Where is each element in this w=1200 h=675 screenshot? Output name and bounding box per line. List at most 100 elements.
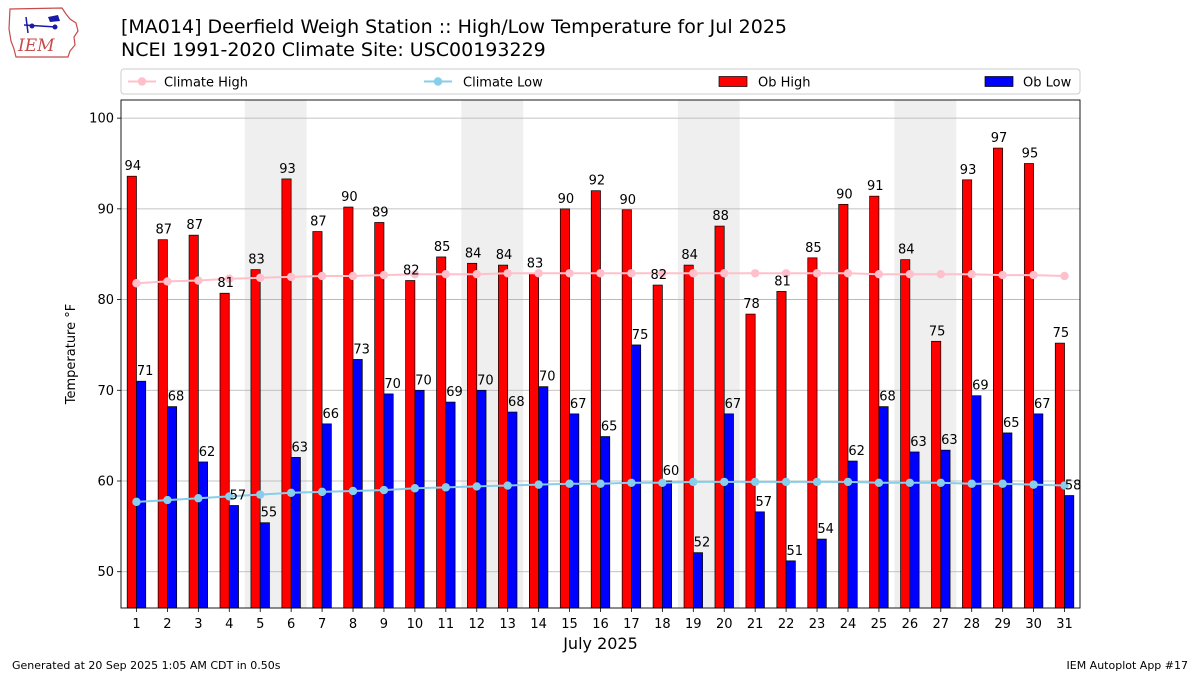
ob-high-label: 84 <box>465 246 482 261</box>
ob-high-label: 97 <box>991 131 1008 146</box>
ob-low-bar <box>569 413 580 609</box>
ob-high-label: 94 <box>125 159 142 174</box>
climate-low-point <box>812 477 822 487</box>
ob-high-label: 91 <box>867 179 884 194</box>
climate-high-point <box>843 269 853 278</box>
x-tick-label: 10 <box>407 617 424 632</box>
climate-high-point <box>812 269 822 278</box>
climate-low-point <box>596 479 605 488</box>
ob-high-bar <box>590 190 601 609</box>
ob-low-label: 63 <box>292 440 309 455</box>
ob-high-label: 84 <box>681 248 698 263</box>
ob-high-label: 84 <box>496 248 513 263</box>
x-tick-label: 6 <box>287 617 295 632</box>
x-tick-label: 3 <box>194 617 202 632</box>
ob-low-label: 75 <box>632 328 649 343</box>
climate-high-point <box>503 269 512 278</box>
ob-high-label: 78 <box>743 297 760 312</box>
ob-low-label: 62 <box>848 444 865 459</box>
ob-low-label: 67 <box>725 397 742 412</box>
ob-high-bar <box>1023 163 1034 609</box>
climate-low-point <box>132 497 141 507</box>
chart-title: [MA014] Deerfield Weigh Station :: High/… <box>121 16 787 38</box>
x-tick-label: 16 <box>592 617 609 632</box>
ob-high-bar <box>683 264 694 609</box>
ob-low-label: 68 <box>168 390 185 405</box>
legend-ob-low-label: Ob Low <box>1023 76 1072 91</box>
ob-low-label: 63 <box>910 435 927 450</box>
ob-high-label: 90 <box>836 187 853 202</box>
ob-low-bar <box>167 406 178 609</box>
climate-high-point <box>967 269 976 279</box>
ob-high-bar <box>900 259 911 609</box>
ob-low-bar <box>538 386 549 609</box>
x-tick-label: 24 <box>840 617 857 632</box>
climate-high-point <box>472 269 481 279</box>
ob-low-bar <box>600 436 611 609</box>
climate-low-point <box>410 484 420 493</box>
climate-high-point <box>936 269 945 279</box>
x-tick-label: 5 <box>256 617 264 632</box>
x-tick-label: 27 <box>933 617 950 632</box>
climate-low-point <box>750 477 760 487</box>
ob-high-label: 85 <box>805 241 822 256</box>
ob-low-label: 58 <box>1065 479 1082 494</box>
climate-high-point <box>874 269 884 279</box>
ob-low-bar <box>507 411 518 609</box>
ob-high-bar <box>343 206 354 609</box>
ob-high-label: 82 <box>403 264 420 279</box>
ob-high-label: 90 <box>341 190 358 205</box>
climate-low-point <box>286 488 296 497</box>
climate-high-point <box>286 272 296 282</box>
app-credit: IEM Autoplot App #17 <box>1066 659 1189 672</box>
ob-low-label: 70 <box>539 370 556 385</box>
ob-high-bar <box>993 147 1004 609</box>
x-tick-label: 17 <box>623 617 640 632</box>
ob-high-label: 93 <box>279 162 296 177</box>
ob-low-bar <box>971 395 982 609</box>
ob-high-label: 75 <box>1053 326 1070 341</box>
climate-high-point <box>379 270 389 280</box>
climate-high-point <box>534 269 543 278</box>
ob-low-bar <box>816 538 827 609</box>
ob-high-bar <box>745 313 756 609</box>
y-axis-label: Temperature °F <box>64 304 79 405</box>
legend-box <box>120 68 1081 95</box>
climate-high-point <box>410 269 420 279</box>
ob-low-label: 52 <box>694 536 711 551</box>
climate-low-point <box>194 494 203 503</box>
ob-high-label: 95 <box>1022 147 1039 162</box>
ob-low-label: 68 <box>879 390 896 405</box>
ob-high-label: 90 <box>620 193 637 208</box>
ob-high-bar <box>714 225 725 609</box>
ob-low-label: 65 <box>1003 416 1020 431</box>
ob-low-bar <box>847 460 858 609</box>
climate-high-point <box>627 269 636 278</box>
ob-low-bar <box>228 505 239 609</box>
ob-low-bar <box>785 560 796 609</box>
legend-ob-high-label: Ob High <box>758 76 811 91</box>
x-tick-label: 26 <box>902 617 919 632</box>
x-tick-label: 9 <box>380 617 388 632</box>
climate-high-point <box>998 270 1007 280</box>
ob-high-bar <box>405 280 416 609</box>
y-tick-label: 60 <box>97 475 114 490</box>
ob-low-bar <box>1002 432 1013 609</box>
y-tick-label: 80 <box>97 293 114 308</box>
ob-low-label: 51 <box>786 544 803 559</box>
x-axis-label: July 2025 <box>562 634 638 653</box>
ob-high-label: 87 <box>155 223 172 238</box>
climate-low-point <box>843 477 853 487</box>
plot-frame <box>120 99 1081 609</box>
climate-low-point <box>998 479 1007 488</box>
climate-high-point <box>163 277 172 286</box>
legend-ob-low-swatch <box>984 76 1014 87</box>
x-tick-label: 30 <box>1025 617 1042 632</box>
ob-high-bar <box>126 175 137 609</box>
ob-low-bar <box>414 389 425 609</box>
ob-high-label: 83 <box>248 253 265 268</box>
climate-low-point <box>1029 480 1038 489</box>
climate-high-point <box>1029 270 1038 280</box>
climate-low-point <box>565 479 574 488</box>
weekend-band <box>894 100 957 608</box>
